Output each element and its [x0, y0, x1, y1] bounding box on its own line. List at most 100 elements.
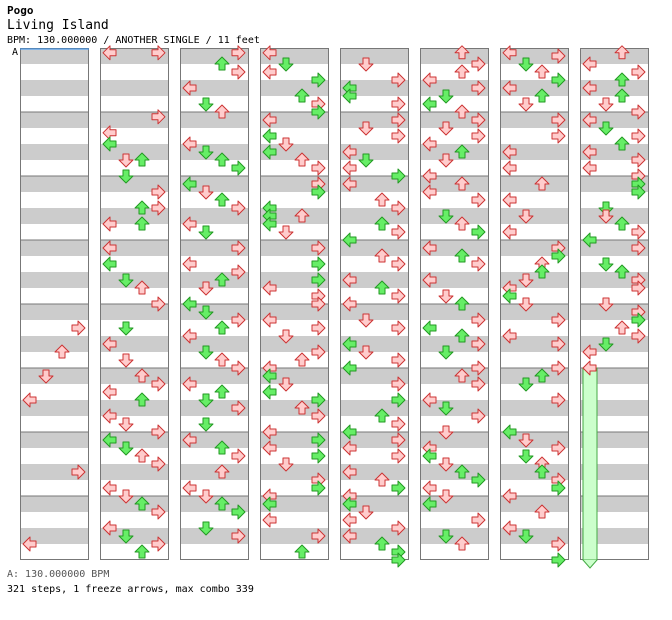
beat-stripe — [420, 48, 489, 64]
left-arrow — [22, 536, 37, 552]
up-arrow — [294, 400, 310, 415]
right-arrow — [551, 536, 566, 552]
right-arrow — [391, 96, 406, 112]
down-arrow — [358, 153, 374, 168]
left-arrow — [262, 368, 277, 384]
down-arrow — [438, 209, 454, 224]
column-border — [420, 48, 489, 560]
left-arrow — [422, 448, 437, 464]
beat-stripe — [500, 80, 569, 96]
left-arrow — [502, 45, 517, 61]
beat-stripe — [580, 336, 649, 352]
down-arrow — [358, 57, 374, 72]
left-arrow — [502, 488, 517, 504]
right-arrow — [311, 160, 326, 176]
down-arrow — [198, 417, 214, 432]
beat-stripe — [180, 112, 249, 128]
left-arrow — [262, 440, 277, 456]
left-arrow — [422, 480, 437, 496]
down-arrow — [518, 97, 534, 112]
beat-stripe — [260, 144, 329, 160]
left-arrow — [182, 136, 197, 152]
beat-stripe — [340, 432, 409, 448]
down-arrow — [438, 345, 454, 360]
down-arrow — [118, 169, 134, 184]
beat-stripe — [180, 336, 249, 352]
beat-stripe — [180, 528, 249, 544]
right-arrow — [471, 376, 486, 392]
right-arrow — [311, 448, 326, 464]
left-arrow — [262, 512, 277, 528]
left-arrow — [102, 240, 117, 256]
left-arrow — [502, 288, 517, 304]
up-arrow — [214, 496, 230, 511]
left-arrow — [102, 256, 117, 272]
up-arrow — [454, 45, 470, 60]
right-arrow — [231, 312, 246, 328]
up-arrow — [454, 144, 470, 159]
beat-stripe — [260, 176, 329, 192]
right-arrow — [231, 360, 246, 376]
beat-stripe — [580, 304, 649, 320]
down-arrow — [518, 297, 534, 312]
beat-stripe — [340, 48, 409, 64]
beat-stripe — [100, 336, 169, 352]
beat-stripe — [340, 112, 409, 128]
down-arrow — [118, 273, 134, 288]
bpm-marker-label: A — [12, 47, 19, 58]
down-arrow — [438, 425, 454, 440]
up-arrow — [134, 448, 150, 463]
beat-stripe — [20, 272, 89, 288]
right-arrow — [551, 48, 566, 64]
down-arrow — [598, 209, 614, 224]
beat-stripe — [340, 272, 409, 288]
left-arrow — [342, 360, 357, 376]
left-arrow — [102, 136, 117, 152]
up-arrow — [374, 472, 390, 487]
down-arrow — [438, 401, 454, 416]
down-arrow — [198, 345, 214, 360]
right-arrow — [151, 536, 166, 552]
beat-stripe — [260, 368, 329, 384]
bpm-legend: A: 130.000000 BPM — [7, 569, 110, 580]
right-arrow — [631, 184, 646, 200]
right-arrow — [311, 344, 326, 360]
right-arrow — [71, 464, 86, 480]
down-arrow — [118, 489, 134, 504]
left-arrow — [262, 64, 277, 80]
up-arrow — [214, 352, 230, 367]
left-arrow — [502, 160, 517, 176]
down-arrow — [438, 153, 454, 168]
up-arrow — [614, 216, 630, 231]
beat-stripe — [580, 272, 649, 288]
beat-stripe — [340, 464, 409, 480]
beat-stripe — [500, 528, 569, 544]
up-arrow — [534, 176, 550, 191]
right-arrow — [471, 224, 486, 240]
left-arrow — [582, 232, 597, 248]
beat-stripe — [180, 144, 249, 160]
beat-stripe — [340, 208, 409, 224]
right-arrow — [551, 336, 566, 352]
left-arrow — [102, 45, 117, 61]
beat-stripe — [20, 368, 89, 384]
right-arrow — [311, 184, 326, 200]
left-arrow — [342, 512, 357, 528]
right-arrow — [231, 45, 246, 61]
beat-stripe — [20, 112, 89, 128]
right-arrow — [391, 552, 406, 568]
down-arrow — [438, 289, 454, 304]
left-arrow — [102, 408, 117, 424]
up-arrow — [134, 544, 150, 559]
left-arrow — [422, 320, 437, 336]
right-arrow — [551, 312, 566, 328]
down-arrow — [438, 457, 454, 472]
up-arrow — [454, 104, 470, 119]
left-arrow — [582, 144, 597, 160]
beat-stripe — [20, 528, 89, 544]
right-arrow — [231, 528, 246, 544]
up-arrow — [614, 72, 630, 87]
up-arrow — [454, 368, 470, 383]
up-arrow — [214, 152, 230, 167]
up-arrow — [134, 368, 150, 383]
